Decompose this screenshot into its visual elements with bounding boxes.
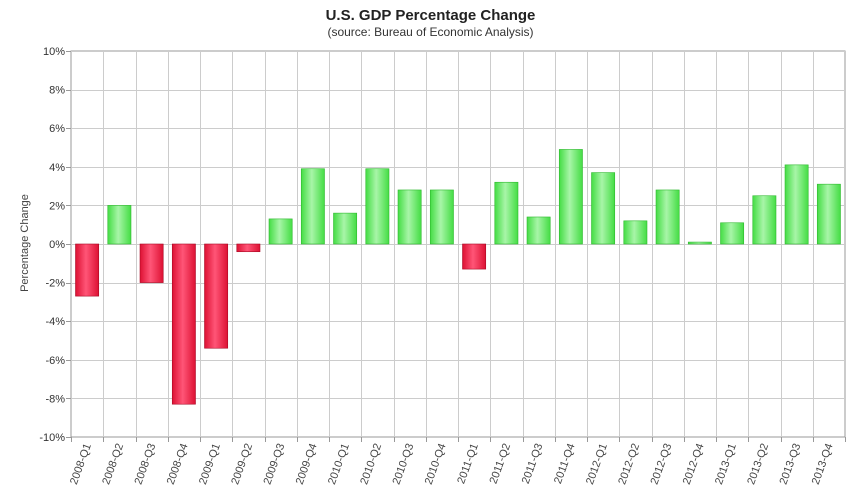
x-tick-label: 2011-Q1 xyxy=(455,442,481,486)
x-tick-label: 2008-Q4 xyxy=(165,442,191,486)
x-tick-label: 2010-Q3 xyxy=(391,442,417,486)
x-tick-label: 2009-Q3 xyxy=(262,442,288,486)
y-tick-label: -4% xyxy=(45,316,65,328)
y-tick-label: -2% xyxy=(45,278,65,290)
y-tick-label: 0% xyxy=(49,239,65,251)
bar-2011-Q2 xyxy=(494,181,519,245)
y-tick-label: 6% xyxy=(49,123,65,135)
gridlines xyxy=(66,50,846,442)
x-tick-label: 2011-Q2 xyxy=(488,442,514,486)
bar-2011-Q1 xyxy=(462,243,487,270)
bar-2013-Q2 xyxy=(752,195,777,245)
chart-title: U.S. GDP Percentage Change xyxy=(325,7,536,24)
bar-2010-Q1 xyxy=(333,212,358,245)
bar-2009-Q1 xyxy=(204,243,229,349)
bar-2009-Q3 xyxy=(268,218,293,245)
y-tick-label: -10% xyxy=(39,432,65,444)
x-tick-label: 2008-Q3 xyxy=(133,442,159,486)
x-tick-label: 2012-Q3 xyxy=(649,442,675,486)
x-tick-label: 2012-Q2 xyxy=(616,442,642,486)
x-tick-label: 2009-Q2 xyxy=(229,442,255,486)
x-axis-ticks: 2008-Q1 2008-Q2 2008-Q3 2008-Q4 2009-Q1 2009-… xyxy=(68,442,836,486)
bar-2013-Q4 xyxy=(816,183,841,245)
y-tick-label: 8% xyxy=(49,85,65,97)
bar-2010-Q2 xyxy=(365,168,390,245)
y-axis-ticks: 10% 8% 6% 4% 2% 0% -2% -4% -6% -8% -10% xyxy=(39,46,65,444)
chart-subtitle: (source: Bureau of Economic Analysis) xyxy=(327,25,534,39)
bar-2012-Q4 xyxy=(687,241,712,245)
bar-2013-Q1 xyxy=(720,222,745,245)
bar-2013-Q3 xyxy=(784,164,809,245)
y-tick-label: 2% xyxy=(49,200,65,212)
bar-2011-Q3 xyxy=(526,216,551,245)
x-tick-label: 2009-Q4 xyxy=(294,442,320,486)
bar-2008-Q4 xyxy=(171,243,196,405)
bar-2012-Q1 xyxy=(591,172,616,245)
bar-2012-Q2 xyxy=(623,220,648,245)
bar-2008-Q3 xyxy=(139,243,164,283)
bars xyxy=(75,149,841,405)
x-tick-label: 2011-Q3 xyxy=(520,442,546,486)
x-tick-label: 2013-Q3 xyxy=(778,442,804,486)
x-tick-label: 2012-Q4 xyxy=(681,442,707,486)
x-tick-label: 2009-Q1 xyxy=(197,442,223,486)
x-tick-label: 2011-Q4 xyxy=(552,442,578,486)
x-tick-label: 2008-Q2 xyxy=(100,442,126,486)
y-tick-label: -8% xyxy=(45,393,65,405)
y-tick-label: 10% xyxy=(43,46,65,58)
x-tick-label: 2013-Q4 xyxy=(810,442,836,486)
x-tick-label: 2013-Q2 xyxy=(745,442,771,486)
x-tick-label: 2013-Q1 xyxy=(713,442,739,486)
x-tick-label: 2010-Q1 xyxy=(326,442,352,486)
x-tick-label: 2012-Q1 xyxy=(584,442,610,486)
x-tick-label: 2008-Q1 xyxy=(68,442,94,486)
y-tick-label: 4% xyxy=(49,162,65,174)
bar-2010-Q4 xyxy=(429,189,454,245)
bar-2010-Q3 xyxy=(397,189,422,245)
x-tick-label: 2010-Q2 xyxy=(358,442,384,486)
bar-2009-Q2 xyxy=(236,243,261,253)
bar-2008-Q1 xyxy=(75,243,100,297)
bar-2009-Q4 xyxy=(300,168,325,245)
bar-2011-Q4 xyxy=(558,149,583,245)
bar-2012-Q3 xyxy=(655,189,680,245)
x-tick-label: 2010-Q4 xyxy=(423,442,449,486)
bar-2008-Q2 xyxy=(107,205,132,245)
y-tick-label: -6% xyxy=(45,355,65,367)
